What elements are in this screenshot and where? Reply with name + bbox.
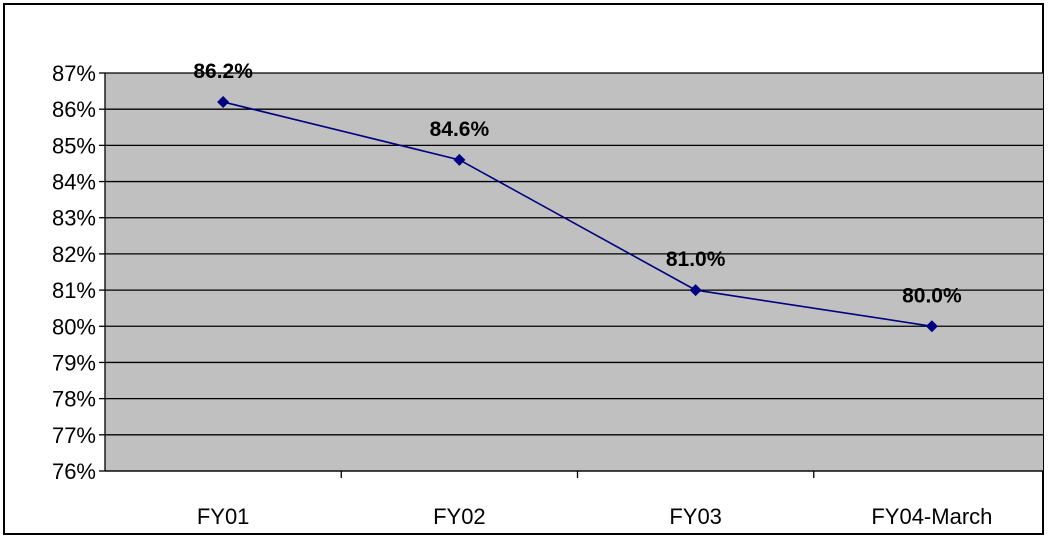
y-tick-label: 83% [52, 206, 96, 231]
data-point-marker [925, 320, 938, 333]
y-tick-label: 80% [52, 314, 96, 339]
data-labels: 86.2% 84.6% 81.0% 80.0% [193, 60, 962, 307]
plot-area [105, 73, 1043, 471]
y-tick-label: 78% [52, 387, 96, 412]
y-tick-label: 77% [52, 423, 96, 448]
y-tick-label: 79% [52, 350, 96, 375]
x-tick-label: FY01 [197, 504, 250, 529]
data-point-marker [217, 95, 230, 108]
data-label: 81.0% [666, 248, 726, 271]
x-tick-label: FY03 [669, 504, 722, 529]
series-line [222, 101, 932, 328]
data-label: 80.0% [902, 284, 962, 307]
x-tick-label: FY02 [433, 504, 486, 529]
series [217, 95, 938, 333]
y-tick-label: 87% [52, 61, 96, 86]
y-tick-label: 86% [52, 97, 96, 122]
data-label: 84.6% [430, 118, 490, 141]
y-tick-label: 81% [52, 278, 96, 303]
y-tick-label: 85% [52, 133, 96, 158]
y-axis: 76% 77% 78% 79% 80% 81% 82% 83% 84% 85% 86% 87% [52, 61, 106, 484]
y-tick-label: 76% [52, 459, 96, 484]
data-point-marker [453, 153, 466, 166]
x-tick-label: FY04-March [871, 504, 992, 529]
y-tick-label: 84% [52, 170, 96, 195]
data-label: 86.2% [193, 60, 253, 83]
x-axis: FY01 FY02 FY03 FY04-March [105, 470, 1043, 529]
data-point-marker [689, 284, 702, 297]
y-tick-label: 82% [52, 242, 96, 267]
